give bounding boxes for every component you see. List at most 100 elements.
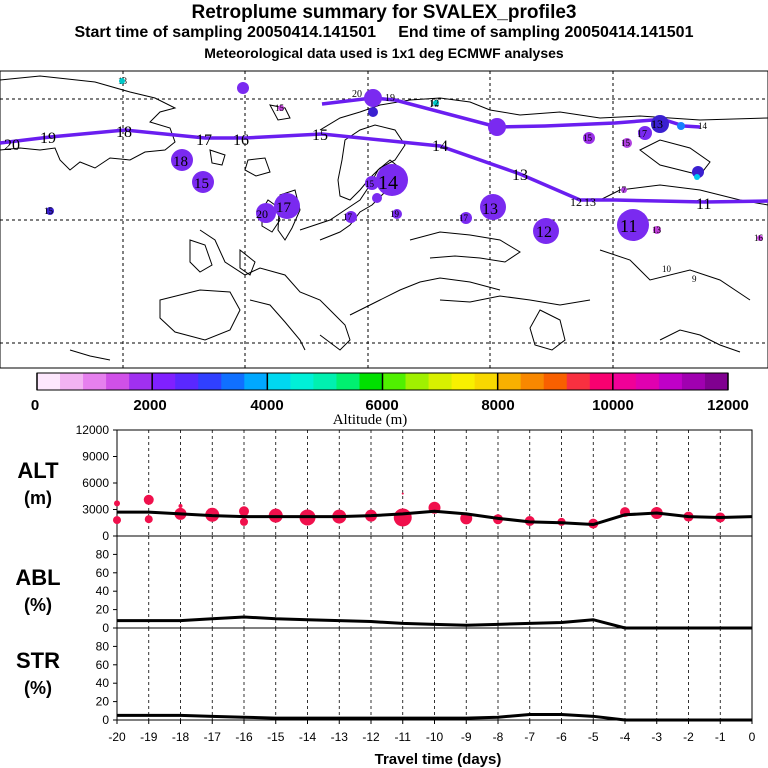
plume-clusters: 18 15 17 20 14 15 13 12 11 15 17 19 17 1… <box>44 78 764 244</box>
y-tick-label: 40 <box>96 676 110 690</box>
cluster-circle <box>533 218 559 244</box>
cluster-label: 15 <box>621 138 631 148</box>
colorbar-tick-label: 4000 <box>250 397 283 414</box>
cluster-circle <box>757 235 763 241</box>
colorbar-swatch <box>704 373 729 390</box>
abl-ylabel: ABL (%) <box>15 565 60 615</box>
lower-label: 12 <box>570 195 582 209</box>
lower-label: 14 <box>432 138 448 155</box>
colorbar-swatch <box>152 373 176 390</box>
y-tick-label: 6000 <box>82 476 109 490</box>
altitude-marker <box>240 517 248 526</box>
cluster-circle <box>192 171 214 193</box>
x-tick-label: -18 <box>172 730 190 744</box>
y-tick-label: 0 <box>102 529 109 543</box>
cluster-label: 19 <box>390 209 400 219</box>
colorbar-swatch <box>405 373 430 390</box>
page-title: Retroplume summary for SVALEX_profile3 <box>191 2 577 23</box>
cluster-label: 12 <box>536 224 552 241</box>
colorbar-swatch <box>497 373 522 390</box>
colorbar-tick-labels: 0 2000 4000 6000 8000 10000 12000 <box>31 397 749 414</box>
cluster-circle <box>274 193 300 219</box>
cluster-label: 20 <box>256 207 268 221</box>
altitude-marker <box>178 503 183 508</box>
cluster-circle <box>433 100 439 106</box>
cluster-circle <box>622 138 632 148</box>
colorbar-swatch <box>382 373 407 390</box>
x-tick-label: -11 <box>395 730 412 744</box>
cluster-circle <box>638 126 652 140</box>
y-tick-label: 12000 <box>76 423 110 437</box>
cluster-label: 12 <box>430 98 439 108</box>
x-tick-label: -5 <box>588 730 599 744</box>
cluster-label: 13 <box>482 201 498 218</box>
cluster-circle <box>237 82 249 94</box>
colorbar-swatch <box>129 373 153 390</box>
altitude-marker <box>143 494 154 505</box>
lower-label: 13 <box>584 195 596 209</box>
altitude-marker <box>239 506 249 517</box>
x-tick-label: 0 <box>749 730 756 744</box>
alt-ylabel: ALT (m) <box>17 458 59 508</box>
lower-label: 17 <box>196 132 212 149</box>
cluster-circle <box>677 122 685 130</box>
x-tick-label: -13 <box>331 730 349 744</box>
colorbar-swatch <box>221 373 245 390</box>
cluster-circle <box>480 194 506 220</box>
y-tick-label: 80 <box>96 639 110 653</box>
panel-ylabels: ALT (m) ABL (%) STR (%) <box>15 458 60 698</box>
x-tick-label: -20 <box>108 730 126 744</box>
cluster-circle <box>171 149 193 171</box>
y-tick-label: 60 <box>96 658 110 672</box>
panel-alt: 0 3000 6000 9000 12000 <box>76 423 753 543</box>
cluster-label: 13 <box>651 117 663 131</box>
lower-label: 10 <box>662 264 672 274</box>
cluster-circle <box>651 115 669 133</box>
y-tick-label: 80 <box>96 547 110 561</box>
y-tick-label: 3000 <box>82 503 109 517</box>
altitude-marker <box>144 515 153 524</box>
colorbar-tick-label: 2000 <box>133 397 166 414</box>
cluster-label: 14 <box>378 172 398 194</box>
retroplume-map: 20 19 18 11 14 13 20 19 18 17 16 15 14 1… <box>0 70 768 369</box>
cluster-label: 17 <box>459 213 469 223</box>
cluster-label: 17 <box>276 200 292 216</box>
y-tick-label: 0 <box>102 621 109 635</box>
colorbar-tick-label: 6000 <box>365 397 398 414</box>
colorbar-swatch <box>474 373 499 390</box>
colorbar-swatch <box>566 373 591 390</box>
colorbar-swatch <box>681 373 706 390</box>
str-ylabel: STR (%) <box>16 648 60 698</box>
cluster-label: 15 <box>194 176 209 192</box>
lower-label: 20 <box>4 137 20 154</box>
cluster-label: 18 <box>173 154 188 170</box>
cluster-circle <box>488 118 506 136</box>
colorbar-swatch <box>175 373 199 390</box>
colorbar-swatch <box>198 373 222 390</box>
lower-label: 18 <box>116 124 132 141</box>
meteorological-data-note: Meteorological data used is 1x1 deg ECMW… <box>204 45 564 61</box>
cluster-circle <box>278 105 284 111</box>
x-tick-label: -19 <box>140 730 158 744</box>
cluster-label: 11 <box>620 216 637 236</box>
altitude-colorbar <box>36 372 729 391</box>
x-tick-label: -6 <box>556 730 567 744</box>
cluster-label: 17 <box>343 212 353 222</box>
x-tick-label: -1 <box>715 730 726 744</box>
colorbar-swatch <box>37 373 61 390</box>
colorbar-swatch <box>635 373 660 390</box>
cluster-label: 15 <box>44 206 54 216</box>
x-tick-label: -3 <box>651 730 662 744</box>
lower-label: 15 <box>312 127 328 144</box>
cluster-label: 16 <box>754 233 764 243</box>
colorbar-swatch <box>313 373 337 390</box>
cluster-circle <box>376 164 408 196</box>
mean-trajectory-lower <box>0 128 768 204</box>
altitude-marker <box>401 492 404 495</box>
x-tick-label: -7 <box>524 730 535 744</box>
x-tick-label: -8 <box>493 730 504 744</box>
upper-label: 20 <box>352 89 362 100</box>
colorbar-swatch <box>267 373 291 390</box>
